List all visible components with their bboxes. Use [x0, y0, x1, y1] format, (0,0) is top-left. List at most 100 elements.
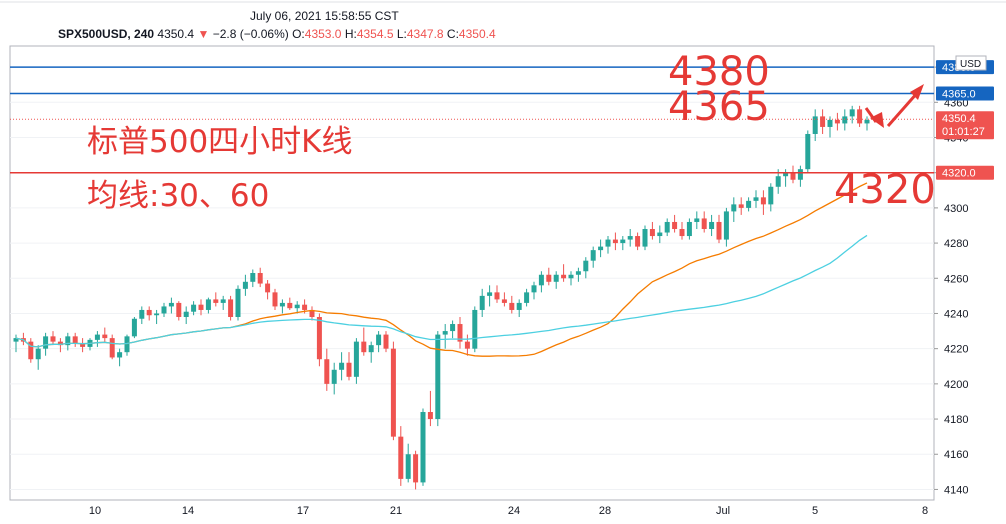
high-value: 4354.5	[356, 27, 394, 41]
candle-body	[346, 362, 352, 377]
candle-body	[368, 345, 374, 353]
down-arrow-head	[870, 112, 884, 128]
candle-body	[538, 274, 544, 286]
candle-body	[664, 221, 670, 233]
price-label-4320.0: 4320.0	[942, 168, 976, 180]
price-change: −2.8 (−0.06%)	[212, 27, 289, 41]
y-tick-label: 4280	[944, 238, 968, 250]
candle-body	[716, 221, 722, 240]
candle-body	[154, 313, 160, 316]
candle-body	[812, 116, 818, 134]
candle-body	[620, 239, 626, 244]
candle-body	[842, 116, 848, 124]
candle-body	[464, 341, 470, 349]
ma60-line	[15, 234, 868, 348]
candle-body	[457, 324, 463, 342]
x-tick-label: 24	[508, 505, 520, 517]
candle-body	[790, 172, 796, 180]
candle-body	[672, 221, 678, 230]
candle-body	[501, 299, 507, 303]
x-tick-label: 5	[812, 505, 818, 517]
price-label-4365.0: 4365.0	[942, 89, 976, 101]
plot-area	[9, 45, 935, 501]
candle-body	[50, 336, 56, 342]
y-tick-label: 4200	[944, 379, 968, 391]
x-tick-label: 14	[182, 505, 194, 517]
open-value: 4353.0	[304, 27, 342, 41]
candle-body	[583, 260, 589, 272]
price-label-box	[936, 86, 994, 101]
candle-body	[723, 211, 729, 240]
candle-body	[494, 292, 500, 300]
candle-body	[413, 454, 419, 483]
candle-body	[775, 176, 781, 187]
annotation-moving-averages: 均线:30、60	[87, 178, 270, 214]
symbol-ohlc-legend: SPX500USD, 240 4350.4 ▼ −2.8 (−0.06%) O:…	[58, 27, 496, 41]
candle-body	[28, 341, 34, 360]
price-label-box	[936, 111, 994, 140]
candle-body	[768, 186, 774, 205]
candle-body	[117, 352, 123, 358]
candle-body	[176, 302, 182, 317]
candle-body	[509, 302, 515, 310]
candle-body	[353, 341, 359, 377]
down-arrow-icon: ▼	[197, 27, 210, 41]
candle-body	[598, 246, 604, 251]
candle-body	[309, 309, 315, 317]
candle-body	[849, 109, 855, 117]
candle-body	[287, 302, 293, 309]
symbol-label[interactable]: SPX500USD, 240	[58, 27, 155, 41]
up-arrow-shaft	[886, 91, 920, 127]
y-tick-label: 4300	[944, 203, 968, 215]
candle-body	[561, 274, 567, 279]
candle-body	[80, 343, 86, 347]
candle-body	[316, 316, 322, 360]
candle-body	[709, 221, 715, 230]
candle-body	[265, 283, 271, 293]
candle-body	[94, 334, 100, 340]
price-label-box	[936, 165, 994, 180]
y-tick-label: 4220	[944, 344, 968, 356]
candle-body	[57, 341, 63, 346]
candle-body	[272, 292, 278, 307]
candle-body	[324, 359, 330, 384]
candle-body	[753, 197, 759, 201]
candle-body	[731, 204, 737, 212]
candle-body	[738, 204, 744, 208]
candle-body	[302, 304, 308, 310]
candle-body	[531, 285, 537, 293]
candle-body	[161, 306, 167, 314]
annotation-level-4365: 4365	[668, 84, 770, 130]
candle-body	[746, 200, 752, 208]
candle-body	[198, 304, 204, 310]
candle-body	[546, 274, 552, 282]
candle-body	[805, 133, 811, 170]
candle-body	[827, 119, 833, 127]
candle-body	[694, 218, 700, 222]
candle-body	[657, 232, 663, 237]
candle-body	[553, 274, 559, 282]
candle-body	[35, 348, 41, 360]
candle-body	[109, 338, 115, 358]
candle-body	[864, 119, 870, 124]
y-tick-label: 4140	[944, 484, 968, 496]
candle-body	[242, 281, 248, 289]
candle-body	[568, 274, 574, 279]
candle-body	[339, 362, 345, 370]
last-price: 4350.4	[157, 27, 195, 41]
candle-body	[679, 229, 685, 237]
candle-body	[376, 334, 382, 346]
candle-body	[834, 119, 840, 124]
candle-body	[220, 299, 226, 303]
candle-body	[797, 169, 803, 180]
candle-body	[72, 336, 78, 344]
y-tick-label: 4240	[944, 308, 968, 320]
candle-body	[575, 271, 581, 275]
candle-body	[13, 338, 19, 342]
price-label-4350.4: 4350.4	[942, 113, 976, 125]
candle-body	[442, 331, 448, 335]
high-label: H:	[344, 27, 357, 41]
annotation-level-4320: 4320	[834, 167, 936, 213]
candle-body	[612, 239, 618, 244]
candle-body	[427, 412, 433, 420]
